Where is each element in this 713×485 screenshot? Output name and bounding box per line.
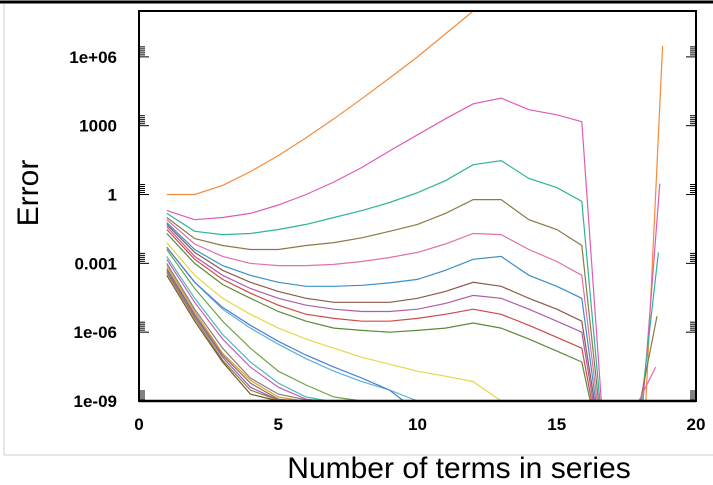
y-tick-label: 1e+06 [69, 48, 117, 67]
series-line [166, 258, 323, 402]
y-tick-label: 1e-09 [74, 392, 117, 411]
series-line [166, 249, 362, 402]
x-tick-labels: 0 5 10 15 20 [134, 415, 705, 434]
series-line [166, 274, 279, 402]
series-line [166, 97, 602, 402]
y-tick-label: 0.001 [74, 254, 117, 273]
y-tick-labels: 1e-09 1e-06 0.001 1 1000 1e+06 [69, 48, 117, 411]
y-tick-label: 1000 [79, 117, 117, 136]
series-line [638, 366, 657, 402]
x-tick-label: 15 [547, 415, 566, 434]
series-line [166, 223, 595, 402]
series-line [166, 256, 329, 402]
series-line [166, 226, 594, 402]
y-tick-marks [139, 46, 696, 402]
series-line [641, 252, 659, 402]
series-line [166, 233, 591, 402]
series-line [166, 222, 597, 402]
series-line [166, 199, 600, 402]
series-line [166, 263, 312, 402]
series-line [166, 268, 298, 402]
series-line [639, 315, 658, 402]
series-line [166, 246, 418, 402]
x-tick-label: 20 [687, 415, 706, 434]
series-line [166, 229, 593, 402]
y-tick-label: 1e-06 [74, 323, 117, 342]
series-line [166, 246, 404, 402]
series-line [166, 242, 502, 402]
y-tick-label: 1 [108, 186, 117, 205]
x-tick-label: 10 [408, 415, 427, 434]
series-line [166, 265, 304, 402]
x-axis-title: Number of terms in series [287, 452, 630, 485]
series-line [166, 159, 601, 402]
x-tick-label: 0 [134, 415, 143, 434]
y-axis-title: Error [12, 160, 45, 227]
x-tick-label: 5 [274, 415, 283, 434]
series-line [166, 219, 598, 402]
